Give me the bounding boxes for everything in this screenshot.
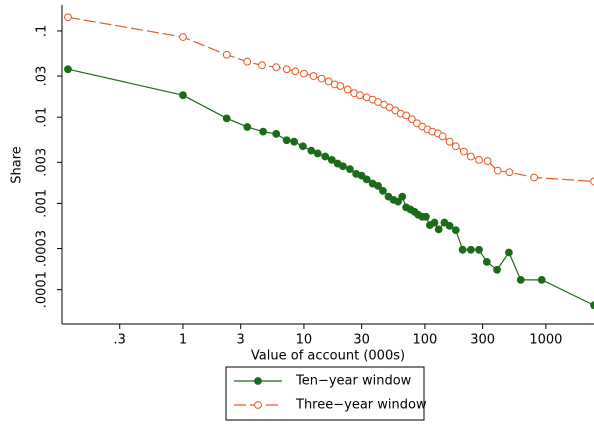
point: [451, 226, 460, 235]
point: [179, 33, 187, 41]
point: [313, 149, 322, 158]
point: [258, 61, 266, 70]
point: [394, 197, 402, 206]
x-tick-label: 10: [296, 333, 313, 348]
point: [402, 111, 411, 120]
point: [422, 212, 430, 221]
point: [374, 181, 382, 190]
point: [222, 50, 231, 59]
point: [451, 142, 460, 151]
x-tick-label: 1: [179, 333, 187, 348]
point: [537, 275, 546, 284]
point: [243, 123, 252, 131]
x-tick-label: 100: [412, 333, 437, 348]
point: [291, 67, 300, 76]
point: [339, 162, 347, 171]
point: [324, 77, 333, 86]
point: [64, 65, 72, 74]
point: [64, 13, 72, 22]
point: [346, 165, 354, 174]
legend-label: Three−year window: [295, 398, 427, 413]
x-tick-label: 30: [353, 333, 370, 348]
point: [430, 218, 439, 227]
point: [493, 265, 501, 274]
point: [307, 146, 316, 155]
point: [505, 248, 513, 257]
point: [459, 147, 468, 156]
point: [434, 225, 443, 234]
point: [493, 166, 502, 175]
x-tick-label: 1000: [529, 333, 562, 348]
point: [222, 114, 231, 123]
y-tick-label: .1: [35, 25, 50, 37]
point: [272, 63, 281, 72]
series-line: [67, 68, 594, 306]
point: [482, 257, 491, 266]
point: [445, 137, 454, 146]
point: [483, 157, 492, 165]
x-tick-label: .3: [114, 333, 126, 348]
y-tick-label: .03: [35, 66, 50, 87]
point: [475, 245, 483, 254]
legend-box: [225, 366, 425, 421]
point: [317, 74, 326, 83]
legend-label: Ten−year window: [295, 374, 412, 389]
y-axis-title: Share: [10, 146, 25, 184]
x-tick-label: 300: [470, 333, 495, 348]
point: [438, 132, 447, 141]
legend-marker: [254, 377, 262, 385]
legend-marker: [254, 401, 262, 409]
x-axis-title: Value of account (000s): [251, 349, 405, 364]
point: [243, 57, 252, 66]
point: [343, 85, 352, 94]
point: [300, 69, 308, 78]
point: [355, 91, 364, 100]
point: [298, 142, 307, 151]
point: [590, 177, 594, 186]
point: [516, 275, 525, 284]
point: [445, 221, 454, 230]
point: [530, 173, 539, 182]
point: [336, 82, 345, 90]
point: [475, 155, 483, 164]
point: [259, 127, 268, 136]
point: [505, 168, 514, 177]
point: [179, 91, 187, 100]
point: [407, 115, 416, 124]
y-tick-label: .003: [35, 148, 50, 177]
point: [590, 301, 594, 310]
point: [327, 155, 336, 164]
point: [458, 245, 467, 254]
x-tick-label: 3: [237, 333, 245, 348]
y-tick-label: .01: [35, 107, 50, 128]
y-tick-label: .001: [35, 189, 50, 218]
y-tick-label: .0003: [35, 230, 50, 267]
point: [466, 152, 475, 161]
y-tick-label: .0001: [35, 271, 50, 308]
point: [272, 130, 281, 138]
point: [362, 175, 371, 184]
point: [379, 186, 387, 195]
point: [466, 245, 475, 254]
point: [282, 136, 291, 145]
point: [282, 65, 291, 74]
point: [290, 137, 299, 146]
point: [398, 192, 407, 201]
point: [321, 152, 330, 161]
point: [309, 72, 318, 80]
